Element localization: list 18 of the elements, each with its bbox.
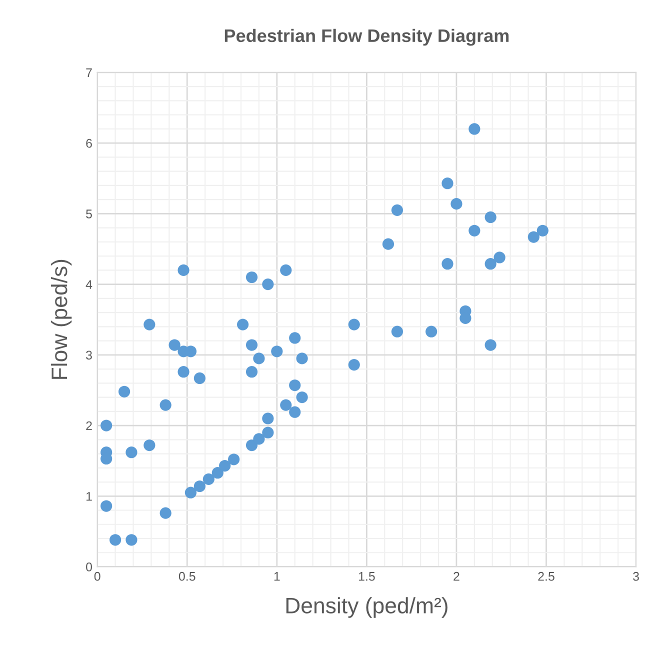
- x-tick-label: 3: [633, 572, 639, 581]
- x-tick-label: 1: [274, 572, 280, 581]
- x-tick-label: 2.5: [538, 572, 554, 581]
- x-tick-label: 0: [94, 572, 100, 581]
- x-tick-label: 2: [454, 572, 460, 581]
- y-tick-label: 1: [86, 492, 92, 501]
- x-tick-label: 1.5: [358, 572, 375, 581]
- y-tick-label: 4: [86, 280, 92, 289]
- x-axis-title: Density (ped/m²): [286, 597, 448, 618]
- chart-title: Pedestrian Flow Density Diagram: [224, 28, 509, 46]
- y-tick-label: 3: [86, 350, 92, 360]
- y-axis-title: Flow (ped/s): [50, 260, 72, 379]
- y-tick-label: 7: [86, 68, 92, 78]
- y-tick-label: 6: [86, 138, 92, 148]
- y-tick-label: 2: [86, 421, 92, 430]
- y-tick-label: 5: [86, 210, 92, 218]
- x-tick-label: 0.5: [178, 572, 196, 581]
- y-tick-label: 0: [86, 562, 92, 572]
